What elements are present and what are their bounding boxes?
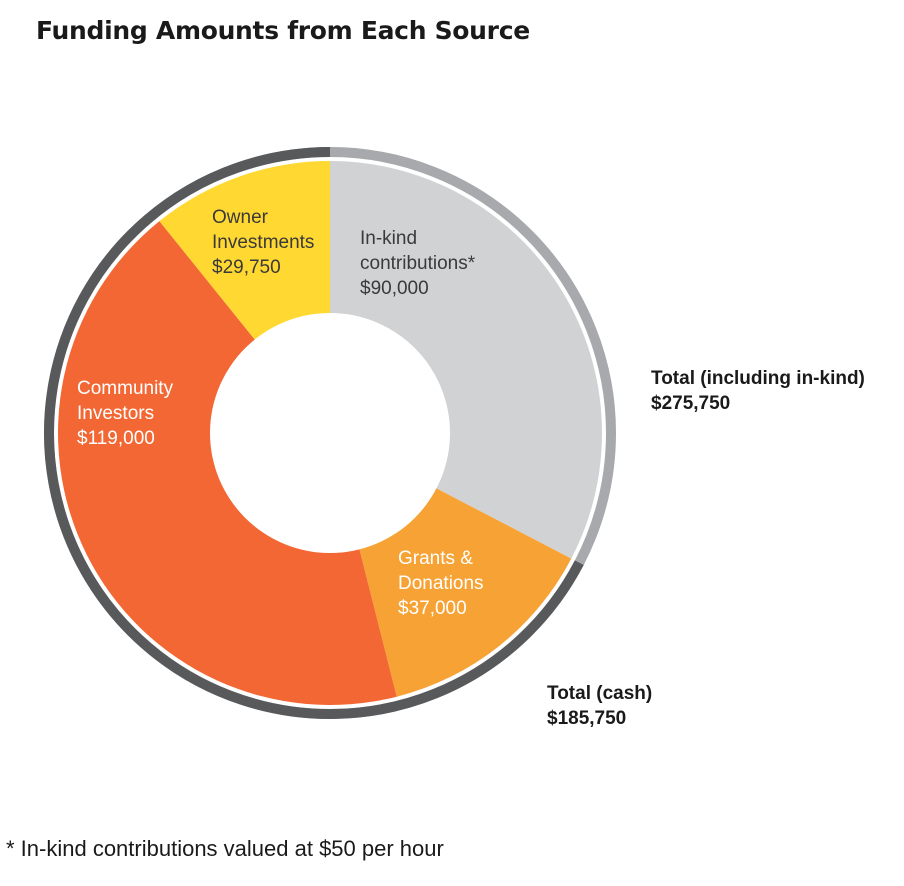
total-cash-value: $185,750 xyxy=(547,708,627,729)
total-cash-ring xyxy=(44,147,584,719)
slice-label-in-kind: In-kind contributions* $90,000 xyxy=(360,228,476,299)
slice-label-owner: Owner Investments $29,750 xyxy=(212,207,314,278)
footnote: * In-kind contributions valued at $50 pe… xyxy=(6,836,444,861)
total-cash: Total (cash) $185,750 xyxy=(547,681,652,731)
total-including-inkind: Total (including in-kind) $275,750 xyxy=(651,366,865,416)
donut-hole xyxy=(210,313,450,553)
total-including-inkind-label: Total (including in-kind) xyxy=(651,368,865,389)
slice-label-grants: Grants & Donations $37,000 xyxy=(398,548,484,619)
total-cash-label: Total (cash) xyxy=(547,683,653,704)
total-including-inkind-value: $275,750 xyxy=(651,393,731,414)
slice-label-community: Community Investors $119,000 xyxy=(77,378,174,449)
chart-title: Funding Amounts from Each Source xyxy=(36,16,530,45)
